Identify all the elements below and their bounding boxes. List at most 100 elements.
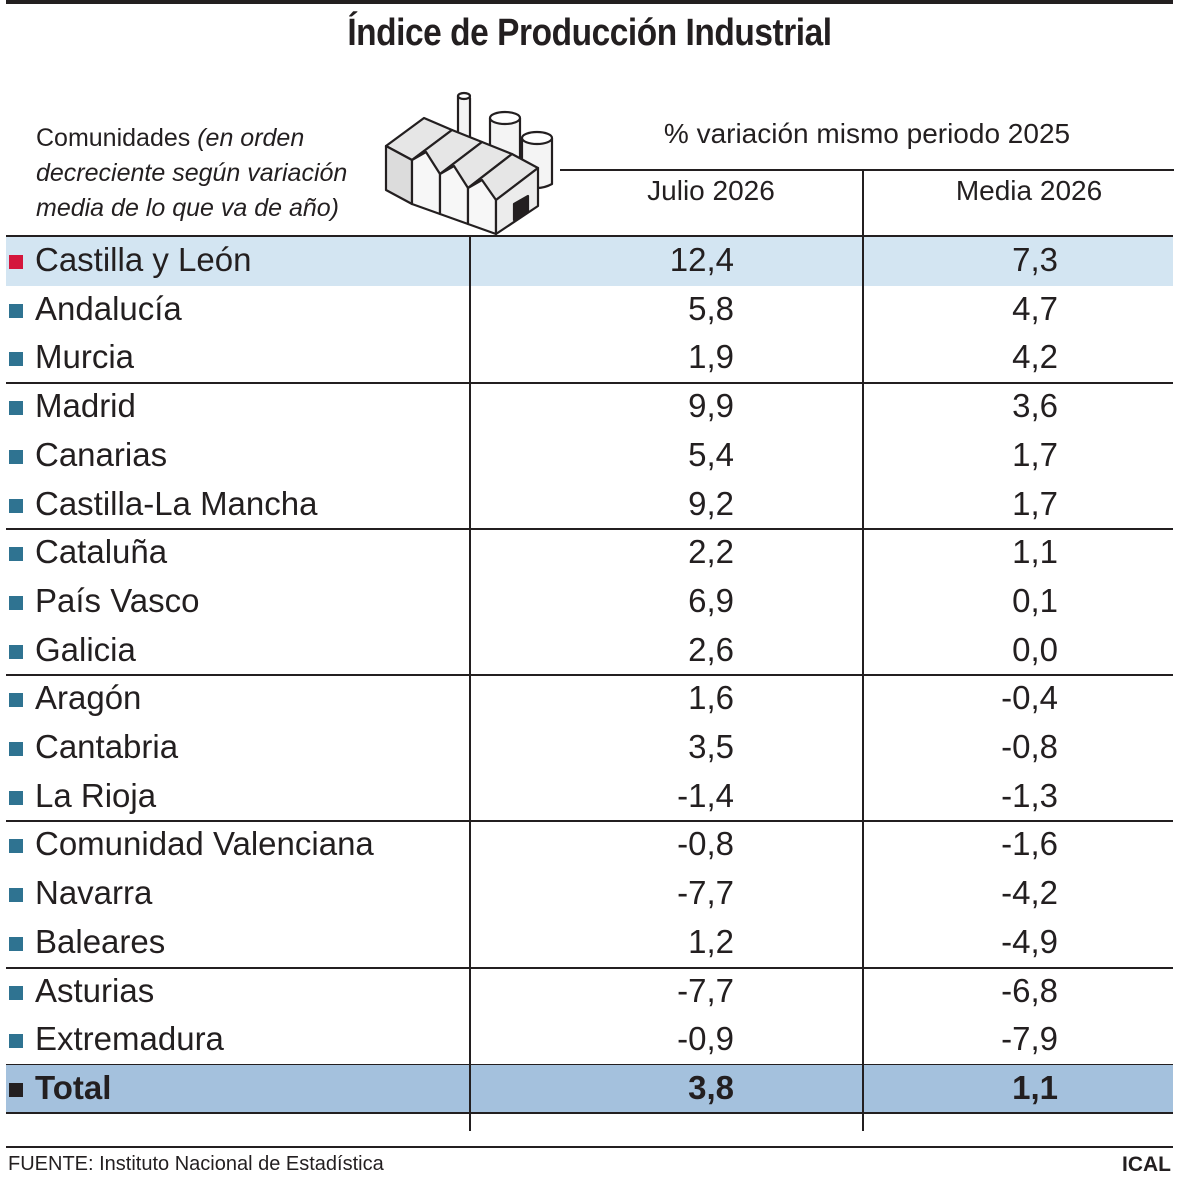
col-header-media: Media 2026 [955,175,1103,206]
cell-media: 4,2 [1012,338,1058,376]
row-marker [9,255,23,269]
cell-media: -1,6 [1001,825,1058,863]
group-rule [6,382,1173,385]
cell-julio: 1,6 [688,679,734,717]
row-label: Asturias [35,971,155,1009]
row-label: Castilla y León [35,241,252,278]
cell-julio: 1,9 [688,338,734,376]
cell-media: -1,3 [1001,776,1058,814]
row-marker [9,742,23,756]
row-label: La Rioja [35,776,157,814]
row-marker [9,936,23,951]
row-label: Castilla-La Mancha [35,484,318,522]
cell-julio: 12,4 [669,241,734,278]
cell-media: -0,4 [1001,679,1058,717]
row-marker [9,888,23,903]
row-marker [9,303,23,318]
row-marker [9,839,23,854]
col-header-julio: Julio 2026 [647,175,775,206]
top-rule [6,0,1173,4]
row-label: Cataluña [35,533,168,571]
cell-media: 4,7 [1012,289,1058,327]
table-row: Castilla-La Mancha 9,2 1,7 [6,481,1173,530]
row-marker [9,790,23,805]
row-marker [9,644,23,659]
row-label: Comunidad Valenciana [35,825,374,863]
row-label: Navarra [35,874,153,912]
header-bottom-rule [6,235,1173,237]
cell-julio: -0,9 [677,1020,734,1058]
table-row: Andalucía 5,8 4,7 [6,286,1173,335]
cell-media: 1,1 [1012,1068,1058,1106]
cell-julio: 9,2 [688,484,734,522]
row-marker [9,449,23,464]
row-marker [9,401,23,416]
cell-media: 1,1 [1012,533,1058,571]
table-row: Asturias -7,7 -6,8 [6,968,1173,1017]
row-marker [9,595,23,610]
table-row: La Rioja -1,4 -1,3 [6,773,1173,822]
cell-media: -4,9 [1001,922,1058,960]
cell-julio: -7,7 [677,874,734,912]
row-header-main: Comunidades [36,124,191,152]
cell-julio: -1,4 [677,776,734,814]
chart-title: Índice de Producción Industrial [347,12,832,54]
table-row: Cantabria 3,5 -0,8 [6,724,1173,773]
table-bottom-rule [6,1111,1173,1114]
row-label: Andalucía [35,289,182,327]
row-marker [9,985,23,1000]
row-marker [9,1082,23,1097]
row-marker [9,1034,23,1049]
cell-julio: 5,8 [688,289,734,327]
factory-icon [384,91,554,236]
cell-media: 1,7 [1012,484,1058,522]
column-divider-1 [469,237,471,1131]
table-row: Castilla y León 12,4 7,3 [6,237,1173,286]
cell-julio: -7,7 [677,971,734,1009]
table-row: Baleares 1,2 -4,9 [6,919,1173,968]
cell-media: 1,7 [1012,435,1058,473]
cell-julio: 6,9 [688,581,734,619]
row-label: País Vasco [35,581,200,619]
cell-julio: -0,8 [677,825,734,863]
cell-media: 0,0 [1012,630,1058,668]
cell-media: -0,8 [1001,728,1058,765]
table-row: Murcia 1,9 4,2 [6,334,1173,383]
table-row: Galicia 2,6 0,0 [6,627,1173,676]
row-header-note: (en orden decreciente según variación me… [36,124,348,222]
row-label: Murcia [35,338,135,376]
footer-rule [6,1146,1173,1148]
table-row: Cataluña 2,2 1,1 [6,529,1173,578]
cell-julio: 3,5 [688,728,734,765]
table-row: País Vasco 6,9 0,1 [6,578,1173,627]
cell-julio: 2,6 [688,630,734,668]
cell-julio: 9,9 [688,387,734,425]
row-label: Baleares [35,922,166,960]
cell-julio: 3,8 [688,1068,734,1106]
source-note: FUENTE: Instituto Nacional de Estadístic… [8,1153,384,1175]
group-rule [6,966,1173,969]
row-marker [9,498,23,513]
cell-julio: 5,4 [688,435,734,473]
table-row: Comunidad Valenciana -0,8 -1,6 [6,821,1173,870]
group-header-rule [560,169,1174,171]
cell-media: 3,6 [1012,387,1058,425]
cell-media: -7,9 [1001,1020,1058,1058]
row-marker [9,693,23,708]
group-rule [6,820,1173,823]
table-row: Aragón 1,6 -0,4 [6,675,1173,724]
cell-julio: 2,2 [688,533,734,571]
row-label: Extremadura [35,1020,224,1058]
cell-media: 0,1 [1012,581,1058,619]
row-label: Galicia [35,630,136,668]
column-divider-2 [862,237,864,1131]
row-header: Comunidades (en orden decreciente según … [36,121,376,226]
cell-media: -4,2 [1001,874,1058,912]
cell-julio: 1,2 [688,922,734,960]
row-label: Total [35,1068,112,1106]
table-row: Canarias 5,4 1,7 [6,432,1173,481]
row-label: Aragón [35,679,142,717]
row-label: Madrid [35,387,136,425]
total-row: Total 3,8 1,1 [6,1064,1173,1114]
